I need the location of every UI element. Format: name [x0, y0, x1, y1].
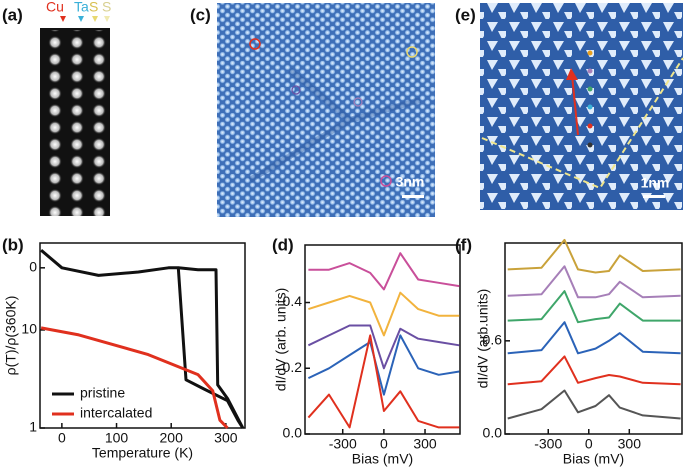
- data-line: [507, 238, 681, 274]
- panel-label: (f): [455, 235, 472, 254]
- atom-label: Cu: [46, 0, 64, 15]
- x-tick-label: 200: [160, 430, 184, 446]
- y-tick-label: 1: [29, 419, 37, 435]
- plot-frame: [504, 242, 683, 435]
- plot-frame: [39, 242, 246, 429]
- x-tick-label: 0: [585, 436, 593, 452]
- x-tick-label: 300: [413, 436, 437, 452]
- plot-frame: [304, 244, 461, 435]
- panel-label: (b): [2, 235, 24, 254]
- stm-image-c: [217, 3, 435, 217]
- y-tick-label: 0.0: [283, 425, 303, 441]
- atom-label: S: [102, 0, 111, 15]
- x-tick-label: 300: [214, 430, 238, 446]
- y-tick-label: 0.6: [483, 332, 503, 348]
- y-tick-label: 0: [29, 259, 37, 275]
- stm-image-e: [480, 3, 684, 210]
- data-line: [507, 355, 681, 386]
- atom-label: Ta: [74, 0, 89, 15]
- panel-label: (a): [2, 5, 23, 24]
- x-tick-label: 0: [380, 436, 388, 452]
- atom-label: S: [89, 0, 98, 15]
- data-line: [308, 252, 460, 291]
- data-line: [308, 291, 460, 337]
- x-tick-label: -300: [329, 436, 357, 452]
- x-tick-label: 100: [105, 430, 129, 446]
- data-line: [40, 326, 229, 430]
- stm-image-a: [40, 16, 110, 216]
- legend-label: intercalated: [80, 405, 152, 421]
- panel-label: (e): [455, 5, 476, 24]
- y-tick-label: 0.4: [283, 293, 303, 309]
- y-tick-label: 0.2: [283, 359, 303, 375]
- data-line: [40, 249, 245, 429]
- y-axis-label: ρ(T)/ρ(360K): [3, 296, 19, 376]
- y-axis-label: dI/dV (arb. units): [273, 288, 289, 392]
- y-axis-label: dI/dV (arb.units): [475, 289, 491, 389]
- data-line: [507, 321, 681, 355]
- x-axis-label: Temperature (K): [92, 445, 193, 461]
- x-tick-label: -300: [534, 436, 562, 452]
- x-tick-label: 300: [618, 436, 642, 452]
- x-axis-label: Bias (mV): [563, 451, 624, 467]
- scale-bar-label: 1nm: [641, 175, 670, 191]
- data-line: [507, 265, 681, 299]
- legend-label: pristine: [80, 385, 125, 401]
- data-line: [307, 334, 460, 429]
- y-tick-label: 10: [21, 321, 37, 337]
- x-tick-label: 0: [58, 430, 66, 446]
- panel-label: (c): [190, 5, 211, 24]
- data-line: [507, 389, 681, 420]
- x-axis-label: Bias (mV): [352, 451, 413, 467]
- data-line: [307, 324, 460, 370]
- panel-label: (d): [272, 235, 294, 254]
- data-line: [307, 334, 460, 396]
- y-tick-label: 0.0: [483, 425, 503, 441]
- data-line: [507, 290, 681, 324]
- scale-bar-label: 3nm: [396, 174, 425, 190]
